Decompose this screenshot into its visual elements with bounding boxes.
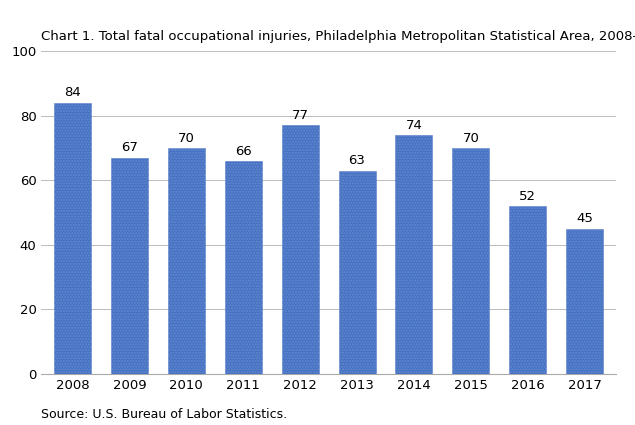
Text: 63: 63: [349, 154, 366, 167]
Bar: [396, 135, 432, 374]
Bar: [282, 125, 319, 374]
Text: 77: 77: [291, 109, 309, 122]
Text: 66: 66: [235, 144, 251, 158]
Text: 74: 74: [406, 119, 422, 132]
Bar: [54, 103, 91, 374]
Text: Source: U.S. Bureau of Labor Statistics.: Source: U.S. Bureau of Labor Statistics.: [41, 408, 288, 421]
Bar: [566, 229, 603, 374]
Text: 84: 84: [64, 86, 81, 99]
Bar: [452, 148, 490, 374]
Bar: [111, 158, 148, 374]
Text: 52: 52: [519, 190, 536, 203]
Bar: [225, 161, 262, 374]
Bar: [168, 148, 205, 374]
Text: 45: 45: [576, 212, 593, 225]
Text: Chart 1. Total fatal occupational injuries, Philadelphia Metropolitan Statistica: Chart 1. Total fatal occupational injuri…: [41, 30, 635, 43]
Bar: [338, 170, 375, 374]
Bar: [509, 206, 546, 374]
Text: 70: 70: [462, 132, 479, 144]
Text: 70: 70: [178, 132, 195, 144]
Text: 67: 67: [121, 142, 138, 154]
